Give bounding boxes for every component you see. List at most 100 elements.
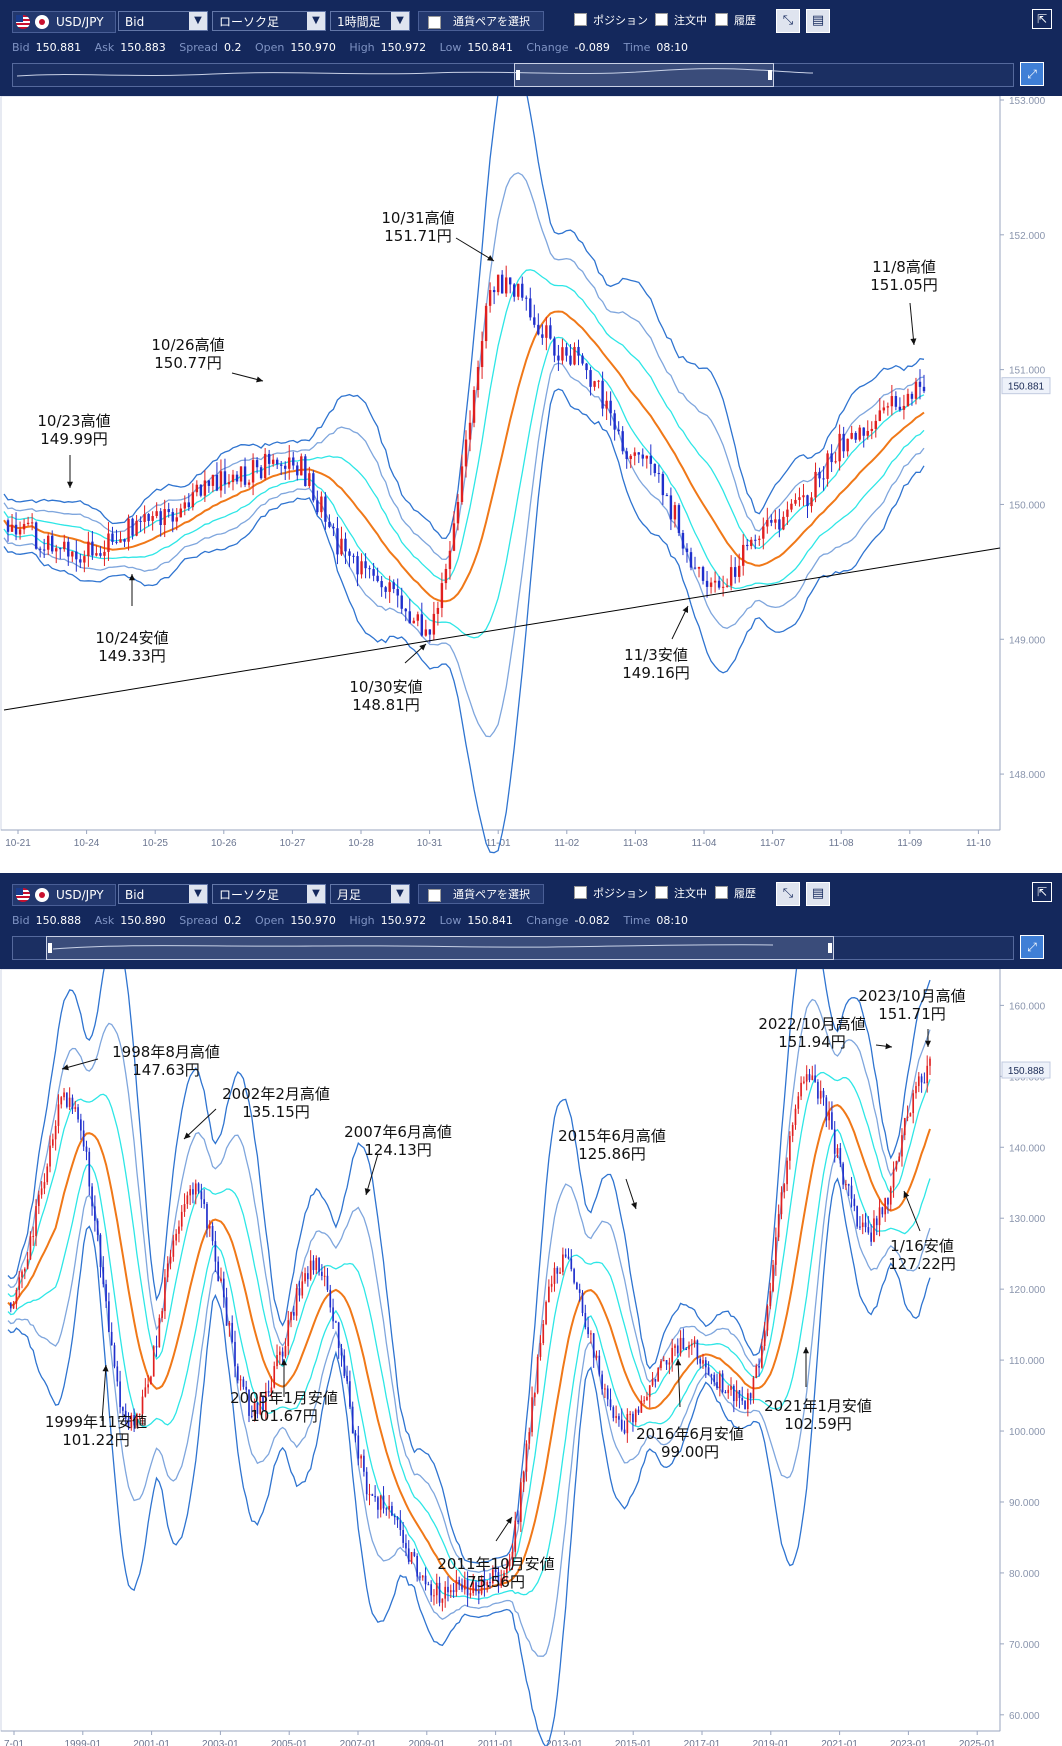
timeframe-select[interactable]: 月足 ▼: [330, 884, 410, 904]
candle-down: [96, 1220, 99, 1235]
chart-type-value: ローソク足: [219, 888, 280, 902]
candle-down: [682, 1337, 685, 1349]
currency-pair-badge[interactable]: USD/JPY: [12, 11, 116, 33]
expand-icon[interactable]: ⤢: [1020, 935, 1044, 959]
timeframe-select[interactable]: 1時間足 ▼: [330, 11, 410, 31]
candle-up: [646, 1396, 648, 1401]
x-tick-label: 2021-01: [821, 1739, 858, 1746]
candle-up: [690, 1343, 693, 1346]
candle-up: [74, 1107, 77, 1109]
y-tick-label: 153.000: [1009, 96, 1046, 107]
navigator-handle-right[interactable]: [828, 943, 832, 953]
candle-down: [127, 1418, 130, 1428]
candle-up: [35, 1206, 37, 1236]
candle-up: [468, 422, 472, 440]
spread-value: 0.2: [223, 914, 242, 927]
candle-down: [541, 334, 544, 338]
candle-down: [489, 1582, 491, 1584]
chevron-down-icon: ▼: [391, 885, 409, 903]
candle-up: [480, 341, 484, 368]
navigator-scrollbar[interactable]: [12, 63, 1014, 87]
x-tick-label: 2013-01: [546, 1739, 583, 1746]
candle-down: [399, 1520, 402, 1531]
candle-up: [713, 580, 717, 583]
band-outer-line: [3, 388, 925, 854]
y-tick-label: 130.000: [1009, 1214, 1046, 1225]
candle-down: [407, 1548, 410, 1562]
candle-up: [141, 1396, 144, 1414]
chart-type-select[interactable]: ローソク足 ▼: [212, 11, 326, 31]
annotation-arrow: [101, 1364, 107, 1422]
window-icon[interactable]: ▤: [806, 882, 830, 906]
candle-up: [845, 1184, 847, 1186]
candle-up: [194, 1183, 197, 1195]
currency-pair-badge[interactable]: USD/JPY: [12, 884, 116, 906]
navigator-handle-right[interactable]: [768, 70, 772, 80]
ask-label: Ask: [94, 914, 115, 927]
candle-up: [480, 1578, 483, 1594]
navigator-handle-left[interactable]: [516, 70, 520, 80]
position-checkbox[interactable]: ポジション: [574, 11, 648, 31]
candle-up: [435, 1582, 438, 1596]
candle-up: [379, 1495, 382, 1510]
candle-down: [625, 451, 628, 460]
navigator-handle-left[interactable]: [48, 943, 52, 953]
candle-down: [207, 480, 211, 486]
candle-down: [171, 512, 174, 522]
candle-down: [569, 355, 572, 365]
navigator-window[interactable]: [46, 936, 834, 960]
select-pair-button[interactable]: 通貨ペアを選択: [418, 11, 544, 31]
candle-up: [789, 1135, 791, 1161]
candle-up: [26, 522, 30, 525]
orders-checkbox[interactable]: 注文中: [655, 11, 707, 31]
candle-up: [32, 1235, 35, 1237]
candle-up: [179, 508, 182, 518]
orders-checkbox[interactable]: 注文中: [655, 884, 707, 904]
annotation-title: 10/23高値: [37, 412, 110, 430]
chart-type-select[interactable]: ローソク足 ▼: [212, 884, 326, 904]
y-tick-label: 110.000: [1009, 1356, 1045, 1367]
candle-down: [131, 518, 134, 536]
window-icon[interactable]: ▤: [806, 9, 830, 33]
low-value: 150.841: [467, 41, 513, 54]
chevron-down-icon: ▼: [307, 885, 325, 903]
candle-down: [108, 1301, 110, 1332]
candle-up: [522, 1471, 525, 1483]
candle-up: [476, 367, 480, 390]
candle-up: [814, 471, 817, 498]
timeframe-value: 月足: [337, 888, 362, 902]
candle-up: [191, 492, 195, 508]
price-type-select[interactable]: Bid ▼: [118, 11, 208, 31]
candle-down: [94, 1206, 96, 1221]
price-type-select[interactable]: Bid ▼: [118, 884, 208, 904]
chart-settings-icon[interactable]: ⤡: [776, 882, 800, 906]
collapse-icon[interactable]: ⇱: [1032, 882, 1052, 902]
candle-down: [225, 1297, 228, 1326]
annotation-arrow: [677, 1358, 681, 1408]
us-flag-icon: [16, 888, 30, 902]
position-checkbox[interactable]: ポジション: [574, 884, 648, 904]
candle-down: [770, 519, 773, 523]
candle-down: [617, 429, 620, 432]
current-price-label: 150.881: [1008, 382, 1045, 393]
candle-down: [578, 1289, 581, 1293]
y-tick-label: 150.000: [1009, 500, 1046, 511]
candle-down: [875, 1218, 878, 1226]
navigator-window[interactable]: [514, 63, 774, 87]
annotation-title: 2002年2月高値: [222, 1085, 330, 1103]
candle-down: [452, 1590, 455, 1593]
candle-down: [85, 1146, 88, 1152]
candle-down: [430, 1584, 433, 1596]
candle-down: [267, 1391, 270, 1393]
candle-down: [122, 1407, 124, 1411]
collapse-icon[interactable]: ⇱: [1032, 9, 1052, 29]
candle-up: [539, 1343, 542, 1357]
expand-icon[interactable]: ⤢: [1020, 62, 1044, 86]
candle-up: [263, 453, 267, 479]
history-checkbox[interactable]: 履歴: [715, 11, 756, 31]
history-checkbox[interactable]: 履歴: [715, 884, 756, 904]
candle-up: [772, 1264, 774, 1292]
candle-down: [623, 1429, 626, 1434]
chart-settings-icon[interactable]: ⤡: [776, 9, 800, 33]
select-pair-button[interactable]: 通貨ペアを選択: [418, 884, 544, 904]
